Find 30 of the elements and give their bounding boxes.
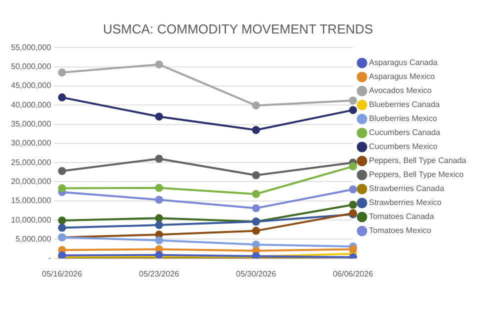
y-tick-label: -: [48, 254, 52, 263]
y-tick-label: 35,000,000: [10, 119, 52, 128]
legend-label: Cucumbers Canada: [369, 128, 441, 138]
y-tick-label: 55,000,000: [10, 42, 52, 52]
legend-label: Blueberries Mexico: [369, 114, 438, 124]
x-tick-label: 05/23/2026: [139, 269, 180, 278]
legend-label: Tomatoes Canada: [369, 212, 434, 222]
legend-label: Blueberries Canada: [369, 100, 440, 110]
legend-label: Peppers, Bell Type Mexico: [369, 170, 464, 180]
legend-label: Strawberries Canada: [369, 184, 445, 194]
y-tick-label: 30,000,000: [10, 138, 52, 148]
y-tick-label: 25,000,000: [10, 158, 52, 167]
x-tick-label: 05/16/2026: [42, 269, 83, 278]
y-tick-label: 15,000,000: [10, 196, 52, 206]
y-tick-label: 50,000,000: [10, 62, 52, 71]
legend-label: Cucumbers Mexico: [369, 142, 438, 152]
legend-label: Asparagus Canada: [369, 58, 438, 68]
y-tick-label: 45,000,000: [10, 81, 52, 90]
y-tick-label: 20,000,000: [10, 176, 52, 186]
legend-label: Peppers, Bell Type Canada: [369, 156, 467, 166]
y-tick-label: 5,000,000: [15, 234, 52, 244]
legend-label: Strawberries Mexico: [369, 198, 442, 208]
y-tick-label: 10,000,000: [10, 215, 52, 224]
chart-title: USMCA: COMMODITY MOVEMENT TRENDS: [102, 21, 374, 36]
legend-label: Avocados Mexico: [369, 86, 432, 96]
legend-label: Tomatoes Mexico: [369, 226, 432, 236]
legend-label: Asparagus Mexico: [369, 72, 436, 82]
x-tick-label: 05/30/2026: [236, 269, 277, 278]
x-tick-label: 06/06/2026: [332, 269, 374, 278]
y-tick-label: 40,000,000: [10, 100, 52, 110]
